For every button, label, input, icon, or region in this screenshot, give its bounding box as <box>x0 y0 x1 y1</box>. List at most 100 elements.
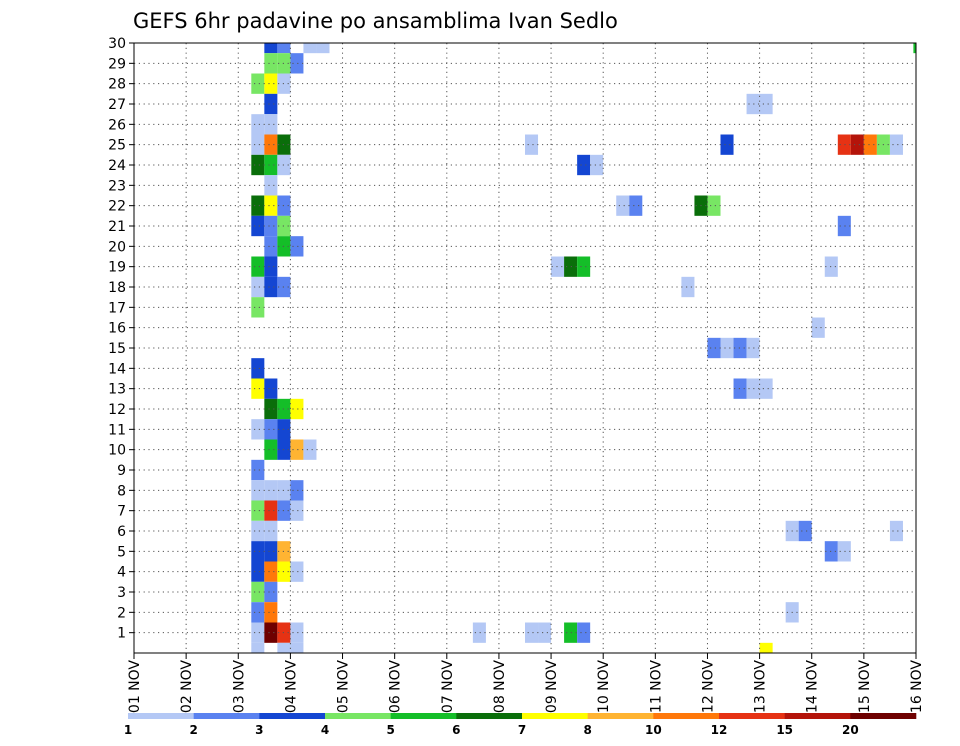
cell-member-27-day-2.5 <box>264 93 278 115</box>
x-tick-label: 02 NOV <box>179 660 195 714</box>
cell-member-8-day-3 <box>290 480 304 501</box>
y-axis: 1234567891011121314151617181920212223242… <box>108 36 134 642</box>
x-tick-label: 07 NOV <box>440 660 456 714</box>
y-tick-label: 19 <box>108 260 126 276</box>
y-tick-label: 18 <box>108 280 126 296</box>
cell-member-1-day-7.75 <box>538 622 552 643</box>
cell-member-27-day-11.75 <box>746 93 760 115</box>
cell-member-25-day-2.25 <box>251 134 265 155</box>
legend-swatch <box>193 713 260 719</box>
y-tick-label: 12 <box>108 402 126 418</box>
y-tick-label: 24 <box>108 158 126 174</box>
cell-member-21-day-2.25 <box>251 215 265 237</box>
cell-member-9-day-2.25 <box>251 459 265 481</box>
x-tick-label: 08 NOV <box>492 660 508 714</box>
cell-member-15-day-11 <box>707 337 721 359</box>
x-tick-label: 12 NOV <box>700 660 716 714</box>
cell-member-7-day-2.5 <box>264 500 278 521</box>
cell-member-25-day-13.75 <box>850 134 864 155</box>
x-tick-label: 10 NOV <box>596 660 612 714</box>
y-tick-label: 2 <box>117 605 126 621</box>
cell-member-25-day-13.5 <box>837 134 851 155</box>
legend-threshold-label: 3 <box>255 723 263 737</box>
y-tick-label: 26 <box>108 117 126 133</box>
cell-member-0-day-3 <box>290 642 304 653</box>
cell-member-17-day-2.25 <box>251 297 265 318</box>
legend-threshold-label: 15 <box>776 723 793 737</box>
legend-swatch <box>522 713 588 719</box>
cell-member-10-day-3.25 <box>303 439 317 460</box>
cell-member-30-day-2.5 <box>264 43 278 54</box>
cell-member-4-day-2.25 <box>251 561 265 582</box>
cell-member-6-day-14.5 <box>889 520 903 542</box>
legend-swatch <box>587 713 654 719</box>
cell-member-22-day-2.5 <box>264 195 278 216</box>
grid-layer <box>134 42 916 653</box>
cell-member-27-day-12 <box>759 93 773 115</box>
legend-threshold-label: 12 <box>711 723 728 737</box>
cell-member-3-day-2.25 <box>251 581 265 603</box>
cell-member-6-day-2.5 <box>264 520 278 542</box>
cell-member-22-day-9.25 <box>616 195 630 216</box>
legend-threshold-label: 6 <box>452 723 460 737</box>
cell-member-30-day-14.95 <box>913 43 916 54</box>
cell-member-8-day-2.5 <box>264 480 278 501</box>
cell-member-24-day-2.5 <box>264 154 278 176</box>
cell-member-19-day-2.25 <box>251 256 265 277</box>
cell-member-24-day-8.75 <box>590 154 604 176</box>
cell-member-5-day-2.5 <box>264 541 278 562</box>
cell-member-25-day-2.5 <box>264 134 278 155</box>
legend-swatch <box>784 713 851 719</box>
legend-swatch <box>653 713 720 719</box>
cell-member-1-day-7.5 <box>525 622 539 643</box>
x-axis: 01 NOV 02 NOV 03 NOV 04 NOV 05 NOV 06 NOV 07 N… <box>127 653 925 713</box>
y-tick-label: 22 <box>108 199 126 215</box>
cell-member-3-day-2.5 <box>264 581 278 603</box>
cell-member-4-day-2.5 <box>264 561 278 582</box>
legend-threshold-label: 4 <box>321 723 329 737</box>
legend-threshold-label: 2 <box>189 723 197 737</box>
y-tick-label: 6 <box>117 524 126 540</box>
cell-member-12-day-3 <box>290 398 304 420</box>
cell-member-4-day-3 <box>290 561 304 582</box>
cell-member-1-day-2.5 <box>264 622 278 643</box>
cell-member-18-day-2.25 <box>251 276 265 298</box>
cell-member-15-day-11.75 <box>746 337 760 359</box>
cell-member-1-day-3 <box>290 622 304 643</box>
x-tick-label: 04 NOV <box>283 660 299 714</box>
cell-member-13-day-12 <box>759 378 773 399</box>
cell-member-19-day-8.25 <box>564 256 578 277</box>
y-tick-label: 27 <box>108 97 126 113</box>
cell-member-10-day-2.5 <box>264 439 278 460</box>
x-tick-label: 05 NOV <box>336 660 352 714</box>
legend-swatch <box>456 713 523 719</box>
x-tick-label: 16 NOV <box>909 660 925 714</box>
cell-member-30-day-3.5 <box>316 43 330 54</box>
cell-member-15-day-11.25 <box>720 337 734 359</box>
cell-member-1-day-8.5 <box>577 622 591 643</box>
cell-member-2-day-2.25 <box>251 602 265 623</box>
cell-member-1-day-8.25 <box>564 622 578 643</box>
y-tick-label: 30 <box>108 36 126 52</box>
y-tick-label: 9 <box>117 463 126 479</box>
x-tick-label: 13 NOV <box>753 660 769 714</box>
color-legend: 1 2 3 4 5 6 7 8 10 12 15 20 <box>124 713 917 737</box>
y-tick-label: 5 <box>117 544 126 560</box>
cell-member-25-day-14.5 <box>889 134 903 155</box>
cell-member-0-day-2.75 <box>277 642 291 653</box>
legend-threshold-label: 7 <box>518 723 526 737</box>
legend-swatch <box>325 713 391 719</box>
y-tick-label: 28 <box>108 77 126 93</box>
y-tick-label: 13 <box>108 382 126 398</box>
x-tick-label: 06 NOV <box>388 660 404 714</box>
cell-member-13-day-11.75 <box>746 378 760 399</box>
legend-threshold-label: 1 <box>124 723 132 737</box>
cell-member-19-day-8.5 <box>577 256 591 277</box>
cell-member-25-day-7.5 <box>525 134 539 155</box>
cell-member-12-day-2.5 <box>264 398 278 420</box>
cell-member-0-day-2.25 <box>251 642 265 653</box>
cell-member-29-day-2.5 <box>264 53 278 74</box>
cell-member-25-day-11.25 <box>720 134 734 155</box>
cell-member-22-day-9.5 <box>629 195 643 216</box>
